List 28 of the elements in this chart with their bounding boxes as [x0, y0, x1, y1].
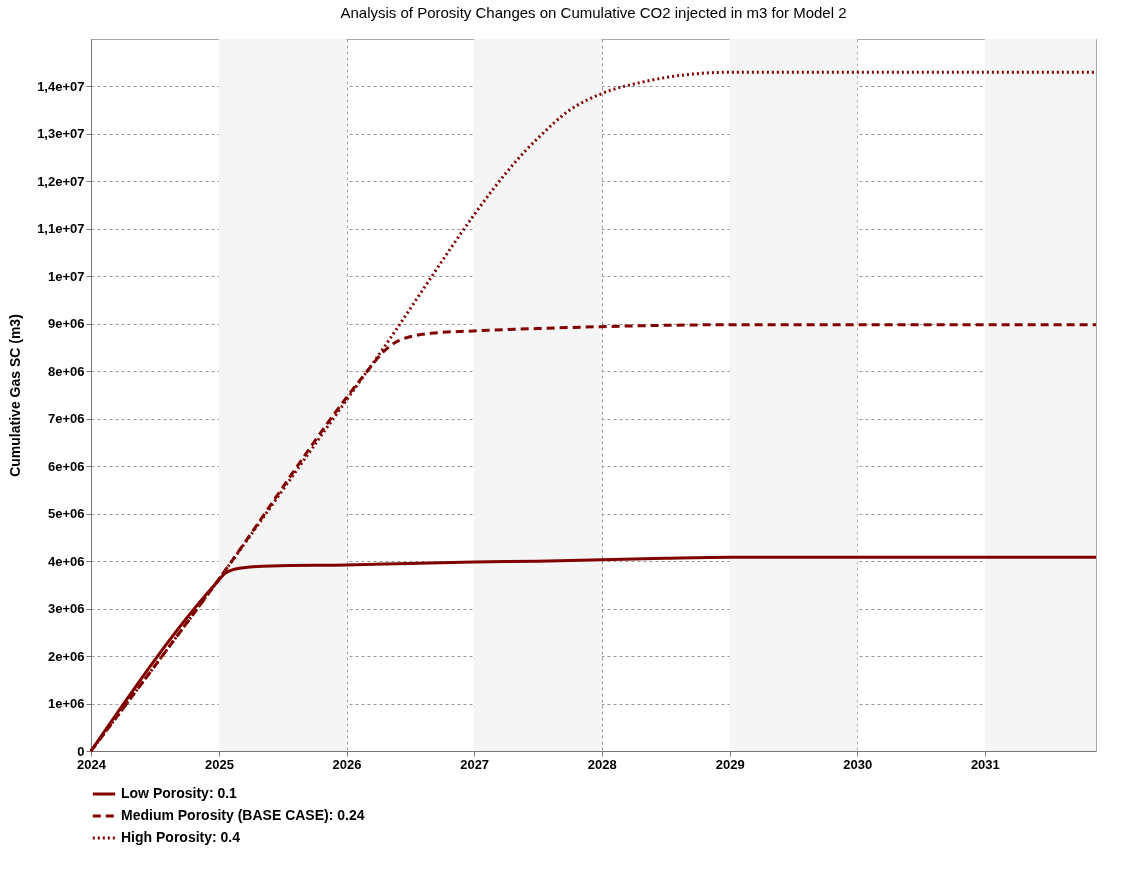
y-tick-label: 1,1e+07	[37, 221, 85, 237]
legend-label: Low Porosity: 0.1	[121, 785, 238, 801]
y-tick-label: 7e+06	[47, 411, 85, 427]
legend-label: Medium Porosity (BASE CASE): 0.24	[121, 807, 365, 823]
y-tick-label: 5e+06	[47, 506, 85, 522]
y-tick-label: 2e+06	[47, 648, 85, 664]
y-tick-label: 1,4e+07	[37, 78, 85, 94]
x-tick-label: 2029	[715, 756, 745, 772]
y-tick-label: 6e+06	[47, 458, 85, 474]
x-tick-label: 2028	[587, 756, 617, 772]
x-tick-label: 2031	[970, 756, 1000, 772]
y-tick-label: 1,2e+07	[37, 173, 85, 189]
y-tick-label: 4e+06	[47, 553, 85, 569]
chart-title: Analysis of Porosity Changes on Cumulative CO2 injected in m3 for Model 2	[340, 4, 847, 21]
y-tick-label: 1,3e+07	[37, 126, 85, 142]
y-tick-label: 1e+07	[47, 268, 85, 284]
x-tick-label: 2027	[460, 756, 490, 772]
y-tick-label: 1e+06	[47, 696, 85, 712]
x-tick-label: 2025	[204, 756, 234, 772]
x-tick-label: 2024	[77, 756, 107, 772]
y-tick-label: 9e+06	[47, 316, 85, 332]
y-axis-title: Cumulative Gas SC (m3)	[7, 314, 24, 477]
legend-label: High Porosity: 0.4	[121, 829, 241, 845]
y-tick-label: 0	[77, 743, 85, 759]
y-tick-label: 8e+06	[47, 363, 85, 379]
x-tick-label: 2030	[843, 756, 873, 772]
x-tick-label: 2026	[332, 756, 362, 772]
y-tick-label: 3e+06	[47, 601, 85, 617]
